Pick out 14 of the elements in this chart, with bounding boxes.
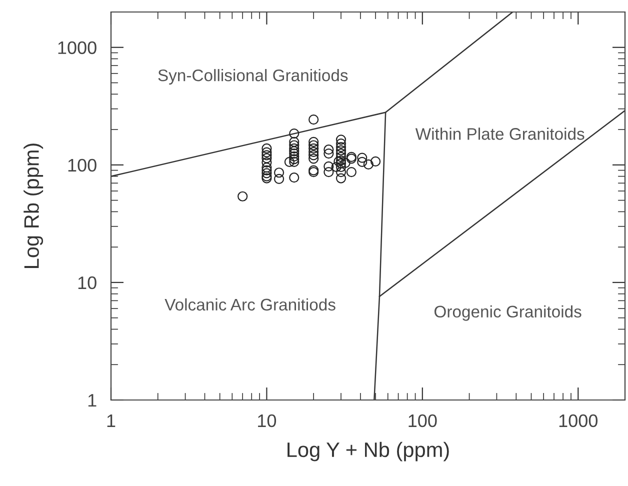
y-tick-label: 100	[68, 158, 96, 172]
y-axis-title: Log Rb (ppm)	[24, 144, 44, 268]
y-tick-label: 1000	[58, 41, 96, 54]
x-tick-label: 1	[107, 414, 116, 427]
x-tick-label: 10	[258, 414, 276, 428]
x-tick-label: 100	[408, 414, 437, 428]
y-tick-label: 10	[78, 276, 96, 290]
x-axis-title: Log Y + Nb (ppm)	[288, 442, 449, 462]
annotation: Orogenic Granitoids	[434, 305, 582, 321]
annotation: Within Plate Granitoids	[415, 128, 584, 140]
y-tick-label: 1	[88, 394, 96, 407]
x-tick-label: 1000	[559, 414, 598, 428]
annotation: Syn-Collisional Granitiods	[158, 69, 348, 85]
annotation: Volcanic Arc Granitiods	[164, 298, 336, 311]
